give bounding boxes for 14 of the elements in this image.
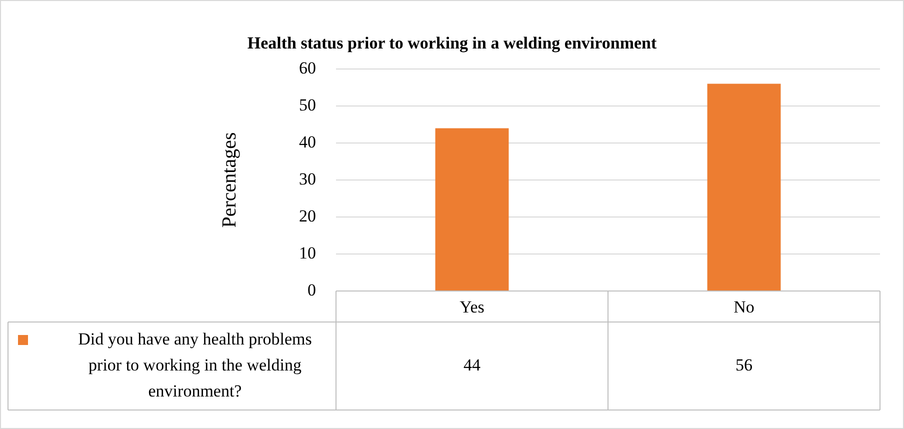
y-tick-label: 60 [299,58,316,78]
x-tick-label: No [734,298,754,317]
text: Did you have any health problems prior to working in the welding environment? [78,329,312,400]
data-label: 44 [464,355,481,374]
y-tick-label: 50 [299,95,316,114]
y-tick-label: 0 [308,280,316,300]
y-tick-label: 10 [299,243,316,262]
chart-title: Health status prior to working in a welding environment [247,33,657,52]
y-tick-label: 30 [299,169,316,188]
data-label: 56 [736,355,752,374]
y-tick-label: 40 [299,132,316,152]
y-axis-title: Percentages [218,132,240,228]
y-tick-label: 20 [299,206,316,226]
x-tick-label: Yes [460,298,484,317]
